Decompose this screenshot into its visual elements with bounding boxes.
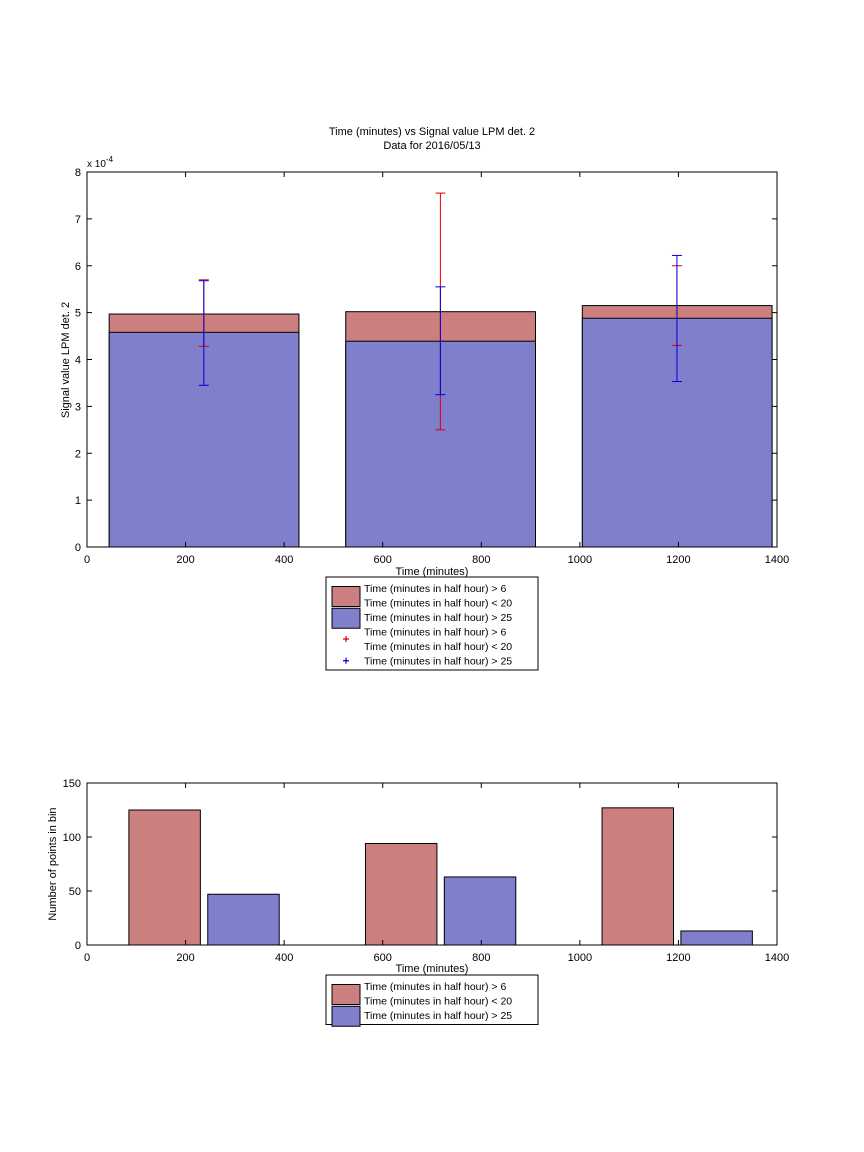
chart-title: Time (minutes) vs Signal value LPM det. … [329, 126, 535, 138]
top-y-axis-label: Signal value LPM det. 2 [60, 302, 72, 418]
bottom-legend-label: Time (minutes in half hour) > 25 [364, 1010, 512, 1022]
top-y-tick-label: 7 [75, 214, 81, 226]
count-bar-red [128, 809, 201, 946]
top-legend-label: Time (minutes in half hour) > 25 [364, 656, 512, 668]
bottom-x-tick-label: 1400 [765, 952, 789, 964]
bottom-legend-swatch [331, 984, 361, 1005]
chart-subtitle: Data for 2016/05/13 [383, 140, 480, 152]
top-legend-label: Time (minutes in half hour) > 25 [364, 612, 512, 624]
top-x-tick-label: 1200 [666, 554, 690, 566]
bottom-x-axis-label: Time (minutes) [396, 963, 469, 975]
top-x-tick-label: 0 [84, 554, 90, 566]
bottom-x-tick-label: 400 [275, 952, 293, 964]
bottom-legend-label: Time (minutes in half hour) > 6 [364, 981, 506, 993]
bottom-plot-frame [86, 782, 778, 946]
top-legend-box [325, 576, 539, 671]
top-y-tick-label: 6 [75, 261, 81, 273]
bottom-x-tick-label: 1200 [666, 952, 690, 964]
count-bar-blue [443, 876, 517, 946]
top-y-tick-label: 2 [75, 448, 81, 460]
top-errorbars-group [198, 192, 682, 431]
top-y-tick-label: 3 [75, 401, 81, 413]
count-bar-red [364, 842, 438, 946]
bottom-y-axis-label: Number of points in bin [47, 807, 59, 920]
bottom-y-tick-label: 50 [69, 886, 81, 898]
bottom-y-tick-label: 0 [75, 940, 81, 952]
bottom-x-tick-label: 600 [374, 952, 392, 964]
signal-chart: Time (minutes) vs Signal value LPM det. … [60, 126, 789, 671]
top-x-tick-label: 600 [374, 554, 392, 566]
top-y-tick-label: 5 [75, 308, 81, 320]
top-y-tick-label: 4 [75, 355, 81, 367]
exponent-power: -4 [106, 155, 114, 164]
bottom-bars-group [128, 807, 753, 946]
bottom-x-tick-label: 0 [84, 952, 90, 964]
top-legend-label: Time (minutes in half hour) > 6 [364, 627, 506, 639]
top-x-tick-label: 200 [176, 554, 194, 566]
bottom-legend-box [325, 974, 539, 1025]
top-legend-label: Time (minutes in half hour) < 20 [364, 641, 512, 653]
top-y-tick-label: 8 [75, 167, 81, 179]
bottom-legend: Time (minutes in half hour) > 6 Time (min… [325, 974, 539, 1027]
top-x-tick-label: 800 [472, 554, 490, 566]
top-x-tick-label: 1400 [765, 554, 789, 566]
top-x-tick-label: 400 [275, 554, 293, 566]
bottom-x-tick-label: 1000 [568, 952, 592, 964]
top-y-ticks: 0 1 2 3 4 5 6 7 8 [75, 167, 777, 554]
count-chart: 0 200 400 600 800 1000 1200 1400 0 50 100 150 Time… [47, 778, 789, 1027]
count-bar-red [601, 807, 674, 946]
bottom-y-ticks: 0 50 100 150 [63, 778, 777, 952]
top-legend-label: Time (minutes in half hour) < 20 [364, 598, 512, 610]
bottom-y-tick-label: 100 [63, 832, 81, 844]
bottom-x-tick-label: 800 [472, 952, 490, 964]
top-legend-label: Time (minutes in half hour) > 6 [364, 583, 506, 595]
exponent-label: x 10-4 [87, 155, 114, 170]
count-bar-blue [680, 930, 753, 946]
top-legend-marker [343, 657, 349, 664]
top-x-tick-label: 1000 [568, 554, 592, 566]
exponent-base: x 10 [87, 159, 106, 170]
top-legend-swatch [331, 607, 361, 629]
top-legend-marker [343, 636, 349, 642]
bottom-legend-label: Time (minutes in half hour) < 20 [364, 996, 512, 1008]
top-x-ticks: 0 200 400 600 800 1000 1200 1400 [84, 172, 789, 566]
bottom-x-tick-label: 200 [176, 952, 194, 964]
bottom-x-ticks: 0 200 400 600 800 1000 1200 1400 [84, 783, 789, 964]
top-legend: Time (minutes in half hour) > 6 Time (min… [325, 576, 539, 671]
bottom-y-tick-label: 150 [63, 778, 81, 790]
bottom-legend-swatch [331, 1005, 361, 1027]
top-x-axis-label: Time (minutes) [396, 566, 469, 578]
top-y-tick-label: 1 [75, 495, 81, 507]
count-bar-blue [207, 893, 280, 946]
top-y-tick-label: 0 [75, 542, 81, 554]
top-legend-swatch [331, 586, 361, 607]
